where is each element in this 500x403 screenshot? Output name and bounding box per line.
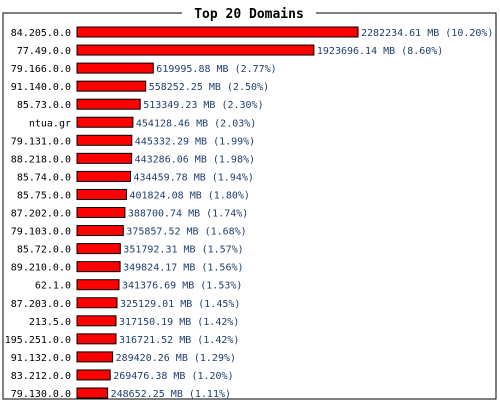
category-label: 91.140.0.0 <box>11 82 71 93</box>
value-label: 351792.31 MB (1.57%) <box>123 245 243 256</box>
category-label: 87.202.0.0 <box>11 209 71 220</box>
value-label: 454128.46 MB (2.03%) <box>136 118 256 129</box>
category-label: 83.212.0.0 <box>11 371 71 382</box>
category-label: 85.73.0.0 <box>17 100 71 111</box>
value-label: 443286.06 MB (1.98%) <box>135 154 255 165</box>
category-label: 77.49.0.0 <box>17 46 71 57</box>
bar <box>76 297 118 309</box>
bar <box>76 207 126 218</box>
category-label: 87.203.0.0 <box>11 299 71 310</box>
bar <box>76 116 134 128</box>
bar <box>76 80 147 92</box>
value-label: 316721.52 MB (1.42%) <box>119 335 239 346</box>
category-label: 195.251.0.0 <box>5 335 71 346</box>
bar <box>76 26 359 38</box>
category-label: 88.218.0.0 <box>11 154 71 165</box>
category-label: 85.72.0.0 <box>17 245 71 256</box>
value-label: 445332.29 MB (1.99%) <box>135 136 255 147</box>
category-label: 91.132.0.0 <box>11 353 71 364</box>
category-label: 89.210.0.0 <box>11 263 71 274</box>
value-label: 325129.01 MB (1.45%) <box>120 299 240 310</box>
bar <box>76 188 127 200</box>
bar <box>76 279 120 291</box>
bar <box>76 225 124 237</box>
title-background <box>182 4 316 22</box>
bar <box>76 134 133 146</box>
bars <box>76 26 359 399</box>
bar <box>76 98 141 110</box>
value-label: 375857.52 MB (1.68%) <box>126 227 246 238</box>
value-label: 349824.17 MB (1.56%) <box>123 263 243 274</box>
category-label: 84.205.0.0 <box>11 28 71 39</box>
value-label: 341376.69 MB (1.53%) <box>122 281 242 292</box>
value-label: 558252.25 MB (2.50%) <box>149 82 269 93</box>
bar <box>76 170 131 182</box>
category-label: 79.131.0.0 <box>11 136 71 147</box>
category-label: 85.75.0.0 <box>17 190 71 201</box>
category-label: 79.130.0.0 <box>11 389 71 400</box>
bar <box>76 387 109 399</box>
value-label: 1923696.14 MB (8.60%) <box>317 46 443 57</box>
bar <box>76 351 114 363</box>
category-label: 79.103.0.0 <box>11 227 71 238</box>
value-label: 248652.25 MB (1.11%) <box>111 389 231 400</box>
category-label: 62.1.0 <box>35 281 71 292</box>
bar <box>76 315 117 327</box>
bar <box>76 261 121 273</box>
category-label: 85.74.0.0 <box>17 172 71 183</box>
value-label: 317150.19 MB (1.42%) <box>119 317 239 328</box>
value-label: 434459.78 MB (1.94%) <box>134 172 254 183</box>
value-labels: 2282234.61 MB (10.20%) 1923696.14 MB (8.6… <box>111 28 494 400</box>
bar <box>76 369 111 381</box>
value-label: 289420.26 MB (1.29%) <box>116 353 236 364</box>
value-label: 388700.74 MB (1.74%) <box>128 209 248 220</box>
bar <box>76 44 315 56</box>
bar <box>76 333 117 345</box>
category-labels: 84.205.0.0 77.49.0.0 79.166.0.0 91.140.0.0 8… <box>5 28 71 400</box>
chart-title: Top 20 Domains <box>194 7 304 22</box>
category-label: 213.5.0 <box>29 317 71 328</box>
value-label: 269476.38 MB (1.20%) <box>113 371 233 382</box>
value-label: 619995.88 MB (2.77%) <box>156 64 276 75</box>
value-label: 401824.08 MB (1.80%) <box>130 190 250 201</box>
category-label: ntua.gr <box>29 118 71 129</box>
bar <box>76 243 121 255</box>
value-label: 513349.23 MB (2.30%) <box>143 100 263 111</box>
bar <box>76 62 154 74</box>
category-label: 79.166.0.0 <box>11 64 71 75</box>
value-label: 2282234.61 MB (10.20%) <box>361 28 493 39</box>
bar <box>76 152 133 164</box>
